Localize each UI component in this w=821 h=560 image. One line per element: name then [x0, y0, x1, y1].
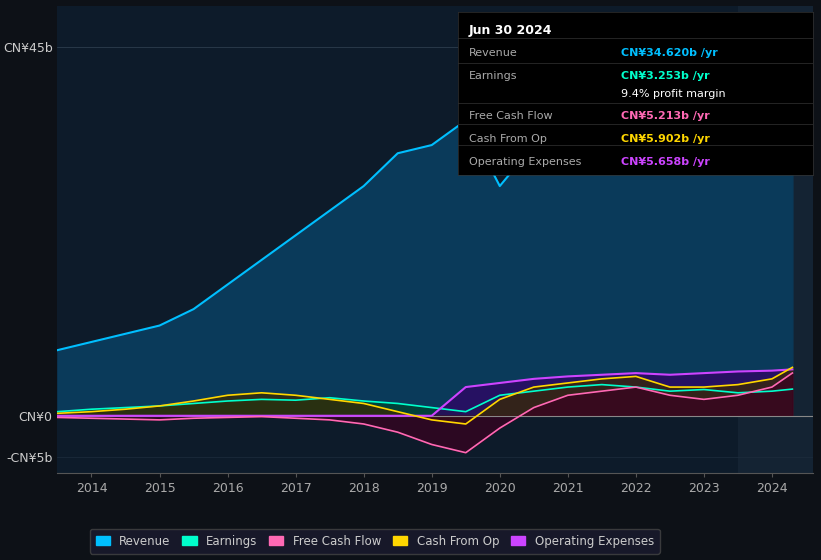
Text: CN¥5.658b /yr: CN¥5.658b /yr [621, 157, 710, 167]
Text: Earnings: Earnings [469, 71, 517, 81]
Legend: Revenue, Earnings, Free Cash Flow, Cash From Op, Operating Expenses: Revenue, Earnings, Free Cash Flow, Cash … [89, 529, 660, 554]
Text: CN¥34.620b /yr: CN¥34.620b /yr [621, 48, 718, 58]
Text: 9.4% profit margin: 9.4% profit margin [621, 88, 726, 99]
Text: Revenue: Revenue [469, 48, 517, 58]
Text: Free Cash Flow: Free Cash Flow [469, 111, 553, 122]
Text: CN¥5.213b /yr: CN¥5.213b /yr [621, 111, 710, 122]
Text: Operating Expenses: Operating Expenses [469, 157, 581, 167]
Text: CN¥3.253b /yr: CN¥3.253b /yr [621, 71, 710, 81]
Text: Cash From Op: Cash From Op [469, 134, 547, 144]
Text: CN¥5.902b /yr: CN¥5.902b /yr [621, 134, 710, 144]
Text: Jun 30 2024: Jun 30 2024 [469, 24, 553, 37]
Bar [738, 6, 813, 473]
